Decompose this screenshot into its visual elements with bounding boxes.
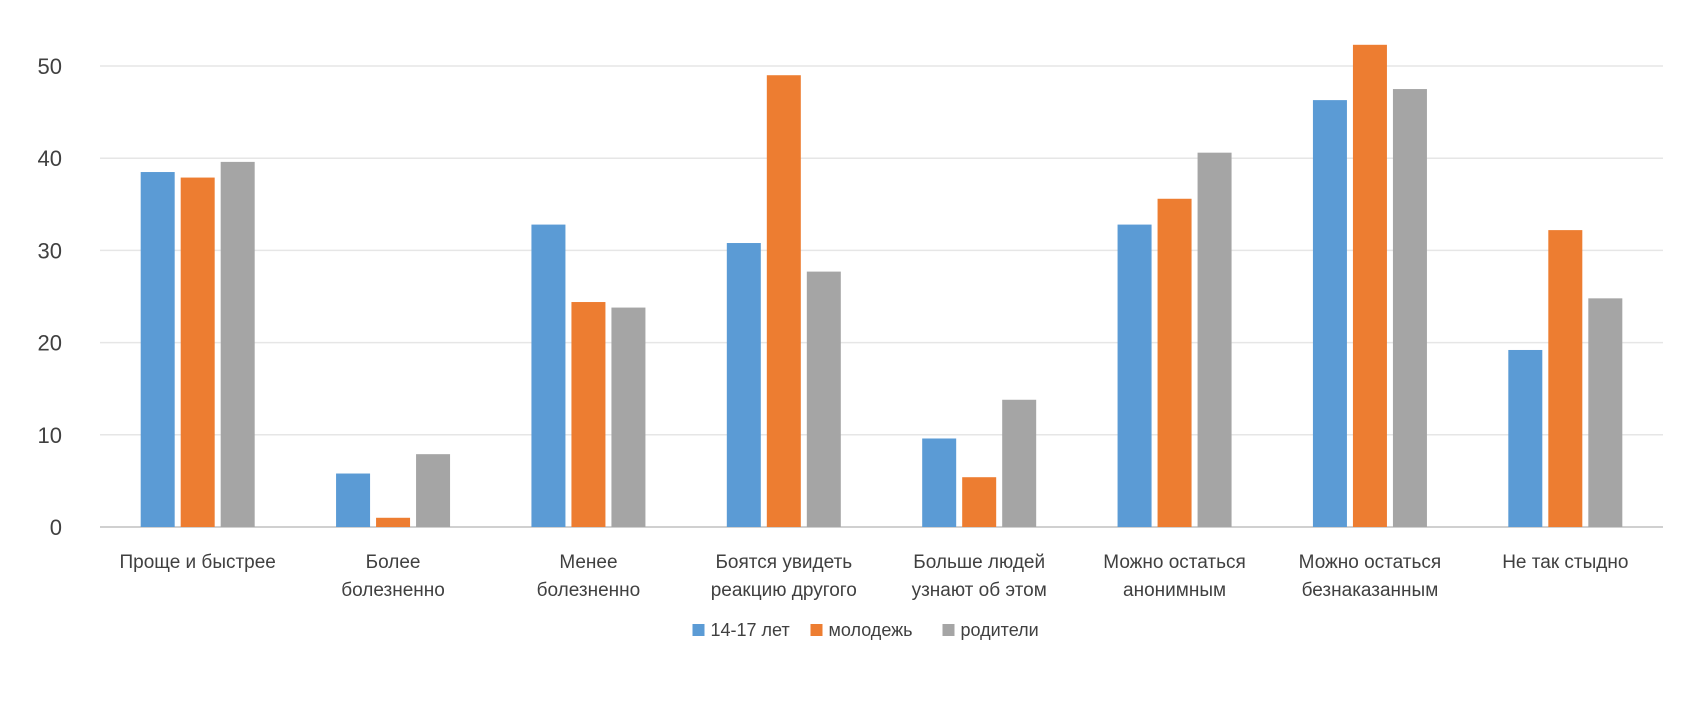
x-category-label: Можно остаться bbox=[1103, 552, 1246, 573]
legend-entry: молодежь bbox=[829, 620, 913, 640]
legend-swatch bbox=[810, 624, 823, 636]
bar bbox=[1117, 224, 1152, 528]
y-tick-label: 10 bbox=[38, 423, 62, 448]
y-tick-label: 30 bbox=[38, 238, 62, 263]
bar bbox=[571, 302, 606, 527]
x-category-label: безнаказанным bbox=[1302, 580, 1439, 601]
x-category-label: анонимным bbox=[1123, 580, 1226, 601]
bar bbox=[766, 75, 801, 527]
x-category-label: Проще и быстрее bbox=[119, 552, 275, 573]
y-tick-label: 50 bbox=[38, 54, 62, 79]
legend-swatch bbox=[692, 624, 705, 636]
x-category-label: Не так стыдно bbox=[1502, 552, 1628, 573]
x-category-label: Больше людей bbox=[913, 552, 1045, 573]
legend-swatch bbox=[942, 624, 955, 636]
legend-entry: родители bbox=[961, 620, 1039, 640]
x-category-label: болезненно bbox=[537, 580, 641, 601]
y-tick-label: 20 bbox=[38, 331, 62, 356]
bar bbox=[962, 477, 997, 527]
bar bbox=[220, 161, 255, 527]
bar bbox=[1352, 44, 1387, 527]
legend-entry: 14-17 лет bbox=[711, 620, 790, 640]
bar bbox=[922, 438, 957, 527]
y-tick-label: 0 bbox=[50, 515, 62, 540]
bar bbox=[1392, 89, 1427, 528]
x-category-label: болезненно bbox=[341, 580, 445, 601]
bar bbox=[1312, 100, 1347, 527]
bar bbox=[806, 271, 841, 527]
bar bbox=[336, 473, 371, 527]
x-category-label: Более bbox=[366, 552, 421, 573]
y-tick-label: 40 bbox=[38, 146, 62, 171]
bar bbox=[180, 177, 215, 527]
bar bbox=[1157, 198, 1192, 527]
x-category-label: Менее bbox=[559, 552, 617, 573]
bar bbox=[531, 224, 566, 528]
bar bbox=[1548, 230, 1583, 527]
x-category-label: Боятся увидеть bbox=[715, 552, 852, 573]
bar bbox=[1197, 152, 1232, 527]
bar bbox=[376, 517, 411, 527]
bar bbox=[726, 243, 761, 528]
x-category-label: реакцию другого bbox=[711, 580, 857, 601]
bar bbox=[416, 454, 451, 527]
x-category-label: Можно остаться bbox=[1299, 552, 1442, 573]
bar bbox=[1508, 349, 1543, 527]
x-category-label: узнают об этом bbox=[912, 580, 1047, 601]
bar bbox=[1588, 298, 1623, 527]
bar bbox=[611, 307, 646, 527]
bar bbox=[1002, 399, 1037, 527]
bar bbox=[140, 172, 175, 527]
